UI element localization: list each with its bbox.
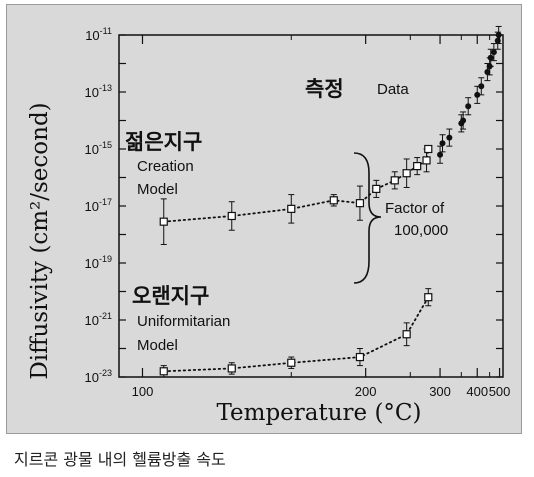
square-marker [422, 156, 431, 165]
fit-curve [162, 296, 430, 373]
model-point [355, 185, 365, 221]
chart-figure: 10-11 10-13 10-15 10-17 10-19 10-21 10-23 100 20… [6, 4, 522, 434]
measured-point [439, 134, 446, 153]
annotation-creation-line1: Creation [137, 158, 194, 175]
dot-marker [439, 140, 446, 147]
square-marker [355, 199, 365, 208]
diffusivity-chart: 10-11 10-13 10-15 10-17 10-19 10-21 10-23 100 20… [27, 25, 511, 426]
y-axis-label: Diffusivity (cm²/second) [27, 102, 53, 379]
dot-marker [437, 151, 444, 158]
y-tick-label: 10-17 [85, 197, 112, 214]
square-marker [227, 211, 236, 221]
square-marker [402, 169, 411, 178]
dot-marker [460, 117, 467, 124]
factor-brace [353, 152, 382, 284]
axes: 10-11 10-13 10-15 10-17 10-19 10-21 10-23 100 20… [85, 26, 511, 399]
square-marker [227, 364, 236, 373]
model-point [159, 198, 168, 245]
dot-marker [465, 103, 472, 110]
model-point [227, 201, 236, 231]
model-point [424, 144, 433, 154]
annotation-creation-line2: Model [137, 181, 178, 198]
square-marker [159, 217, 168, 226]
figure-caption: 지르콘 광물 내의 헬륨방출 속도 [14, 450, 226, 469]
x-tick-label: 300 [429, 384, 451, 399]
measured-point [487, 48, 494, 67]
measured-point [446, 128, 453, 147]
x-axis-label: Temperature (°C) [216, 400, 421, 426]
model-point [355, 348, 365, 367]
dot-marker [494, 37, 501, 44]
y-tick-label: 10-23 [85, 368, 112, 385]
dot-marker [487, 54, 494, 61]
measured-point [495, 25, 502, 45]
model-point [227, 362, 236, 375]
model-point [329, 194, 338, 207]
square-marker [402, 330, 411, 339]
square-marker [287, 204, 296, 213]
x-tick-label: 100 [132, 384, 154, 399]
annotation-uniform-line2: Model [137, 337, 178, 354]
annotation-uniform-ko: 오랜지구 [132, 284, 209, 308]
annotation-factor-line2: 100,000 [394, 222, 448, 239]
annotation-creation-ko: 젊은지구 [125, 130, 202, 154]
dot-marker [490, 49, 497, 56]
y-tick-label: 10-15 [85, 140, 112, 157]
square-marker [329, 196, 338, 205]
dot-marker [495, 32, 502, 38]
annotation-data-en: Data [377, 81, 409, 98]
measured-point [490, 43, 497, 62]
model-point [390, 171, 399, 190]
measured-point [460, 111, 467, 130]
x-tick-label: 500 [489, 384, 511, 399]
model-point [287, 194, 296, 224]
square-marker [424, 293, 433, 302]
annotation-uniform-line1: Uniformitarian [137, 313, 230, 330]
annotation-data-ko: 측정 [305, 77, 344, 101]
square-marker [390, 176, 399, 185]
model-point [372, 179, 381, 198]
model-point [402, 322, 411, 347]
annotation-factor-line1: Factor of [385, 200, 445, 217]
square-marker [159, 367, 168, 376]
model-point [402, 158, 411, 188]
annotations: Diffusivity (cm²/second) Temperature (°C… [27, 77, 448, 426]
measured-point [478, 77, 485, 96]
data-points [159, 25, 502, 378]
y-tick-label: 10-13 [85, 83, 112, 100]
square-marker [372, 184, 381, 193]
dot-marker [446, 134, 453, 141]
x-tick-label: 200 [355, 384, 377, 399]
model-point [413, 157, 422, 176]
dot-marker [474, 91, 481, 98]
y-tick-label: 10-11 [85, 26, 112, 43]
square-marker [424, 144, 433, 154]
dot-marker [478, 83, 485, 90]
x-tick-label: 400 [466, 384, 488, 399]
square-marker [413, 162, 422, 171]
square-marker [287, 358, 296, 367]
y-tick-label: 10-19 [85, 254, 112, 271]
model-point [159, 365, 168, 378]
measured-point [465, 97, 472, 116]
square-marker [355, 352, 365, 362]
y-tick-label: 10-21 [85, 311, 112, 328]
dot-marker [484, 69, 491, 76]
fit-curves [162, 148, 430, 373]
model-point [424, 288, 433, 307]
model-point [287, 356, 296, 369]
